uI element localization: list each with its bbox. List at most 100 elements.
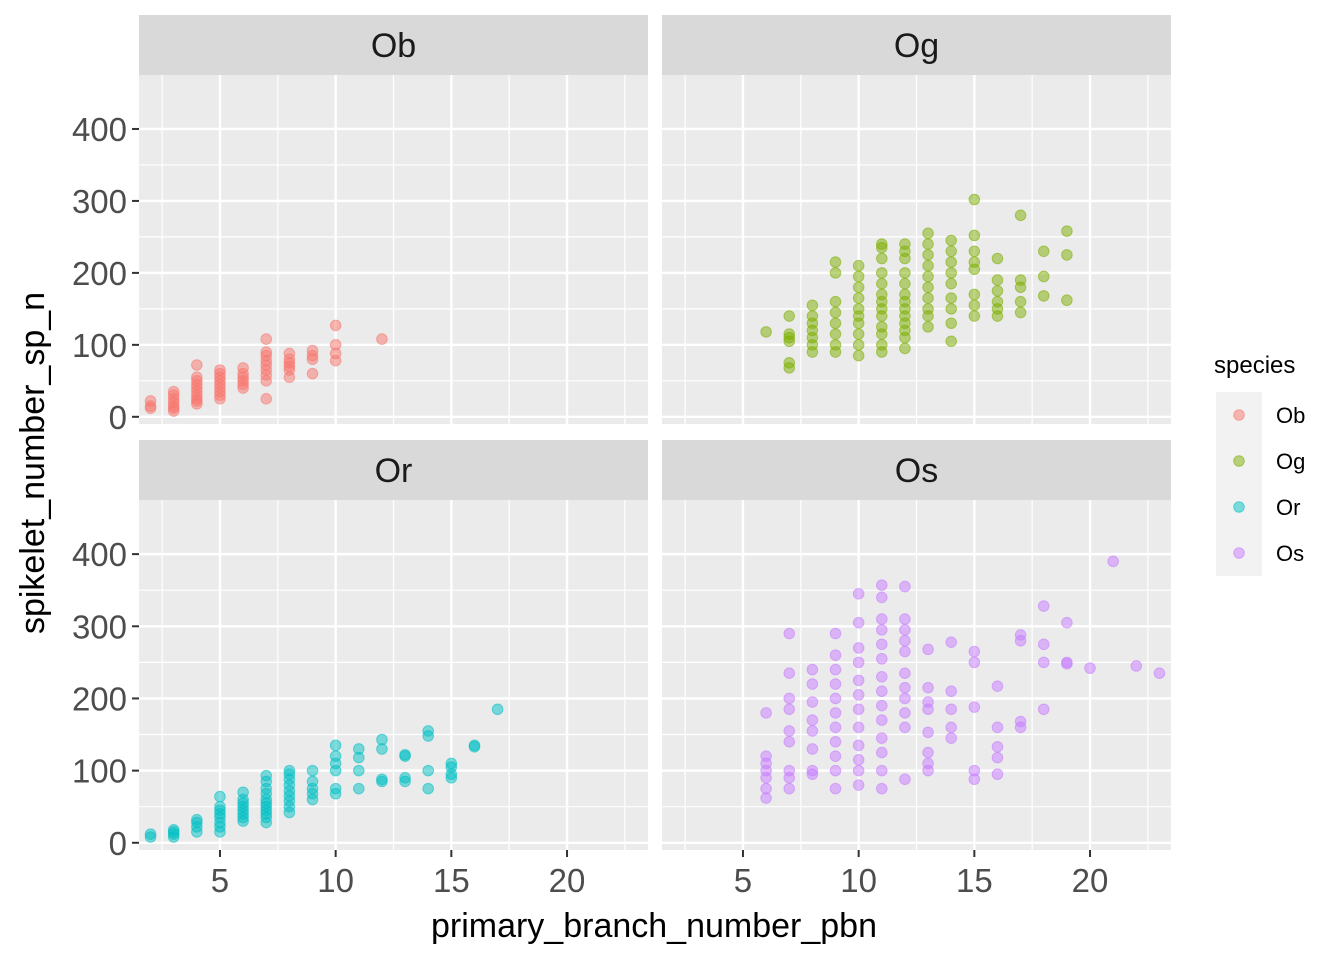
data-point [260, 375, 273, 387]
data-point [922, 238, 934, 250]
data-point [899, 773, 911, 786]
data-point [260, 393, 273, 405]
data-point [829, 735, 842, 748]
data-point [329, 787, 342, 800]
data-point [422, 730, 435, 742]
data-point [783, 692, 796, 705]
data-point [1061, 225, 1073, 237]
data-point [875, 328, 888, 340]
x-axis-title: primary_branch_number_pbn [431, 907, 877, 945]
data-point [899, 252, 911, 265]
data-point [783, 362, 796, 374]
data-point [968, 645, 981, 658]
data-point [1130, 660, 1143, 672]
facet-strip [662, 440, 1171, 500]
y-tick-label: 200 [72, 255, 127, 292]
y-tick-label: 200 [72, 680, 127, 717]
data-point [875, 277, 888, 290]
data-point [945, 234, 958, 247]
data-point [829, 678, 842, 690]
data-point [806, 346, 819, 358]
data-point [329, 739, 342, 752]
data-point [875, 671, 888, 683]
legend-label-og: Og [1276, 449, 1305, 474]
data-point [875, 310, 888, 322]
x-tick-label: 5 [734, 862, 752, 899]
data-point [1014, 306, 1027, 319]
data-point [852, 764, 865, 777]
data-point [306, 353, 319, 366]
data-point [806, 696, 819, 708]
data-point [829, 627, 842, 640]
data-point [852, 270, 865, 283]
data-point [1037, 245, 1050, 258]
data-point [899, 267, 911, 279]
x-tick-label: 10 [840, 862, 877, 899]
data-point [214, 393, 226, 405]
data-point [922, 310, 934, 322]
data-point [991, 721, 1004, 734]
data-point [945, 303, 958, 315]
data-point [968, 229, 981, 242]
data-point [1107, 555, 1119, 568]
data-point [899, 681, 911, 694]
legend-key-os [1233, 547, 1245, 559]
data-point [991, 274, 1004, 286]
data-point [852, 779, 865, 791]
data-point [922, 292, 934, 304]
data-point [783, 782, 796, 795]
data-point [468, 741, 481, 753]
facet-panel-ob: Ob [139, 15, 648, 424]
data-point [875, 699, 888, 712]
data-point [875, 613, 888, 625]
data-point [445, 772, 458, 784]
data-point [922, 227, 934, 240]
data-point [1153, 667, 1166, 679]
data-point [899, 613, 911, 625]
legend-key-or [1233, 501, 1245, 513]
data-point [283, 371, 296, 384]
data-point [829, 750, 842, 762]
data-point [306, 764, 319, 777]
data-point [806, 725, 819, 737]
data-point [899, 692, 911, 705]
data-point [899, 645, 911, 658]
data-point [852, 281, 865, 294]
data-point [1014, 281, 1027, 294]
data-point [852, 292, 865, 304]
data-point [1084, 662, 1096, 674]
data-point [1037, 290, 1050, 302]
data-point [922, 281, 934, 294]
data-point [783, 310, 796, 322]
data-point [1014, 721, 1027, 734]
data-point [329, 354, 342, 367]
data-point [899, 721, 911, 734]
data-point [783, 703, 796, 716]
data-point [968, 656, 981, 669]
data-point [852, 259, 865, 272]
data-point [1037, 703, 1050, 716]
data-point [899, 277, 911, 290]
legend: species Ob Og Or Os [1214, 352, 1305, 576]
legend-key-ob [1233, 409, 1245, 421]
data-point [899, 624, 911, 636]
data-point [260, 333, 273, 345]
data-point [968, 310, 981, 322]
data-point [945, 636, 958, 648]
data-point [806, 768, 819, 781]
data-point [214, 826, 226, 838]
data-point [829, 782, 842, 795]
x-tick-label: 20 [549, 862, 586, 899]
data-point [1037, 600, 1050, 612]
facet-panel-or: Or [139, 440, 648, 850]
y-tick-label: 100 [72, 327, 127, 364]
x-tick-label: 20 [1072, 862, 1109, 899]
legend-key-background [1216, 392, 1262, 576]
data-point [191, 826, 203, 838]
data-point [352, 764, 365, 777]
data-point [945, 256, 958, 268]
facet-strip [139, 440, 648, 500]
data-point [829, 707, 842, 719]
data-point [945, 292, 958, 304]
